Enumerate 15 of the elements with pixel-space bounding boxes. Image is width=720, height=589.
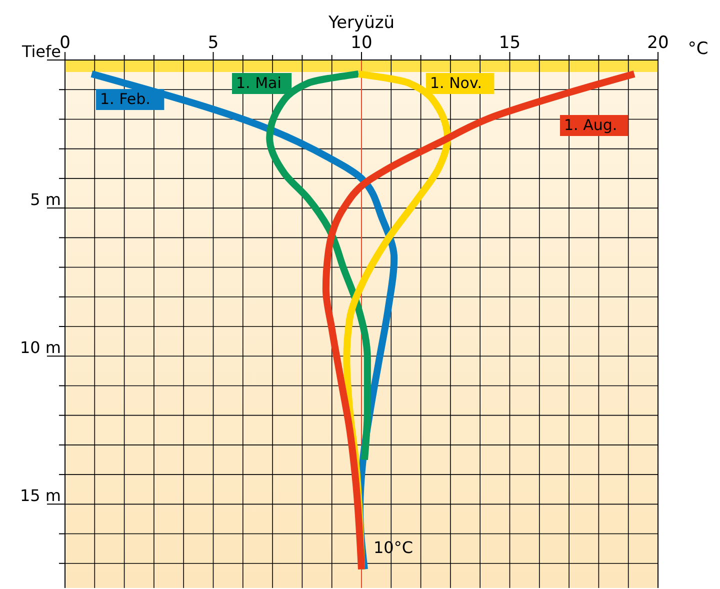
x-tick-label: 5 bbox=[208, 33, 219, 53]
x-tick-label: 15 bbox=[498, 33, 521, 53]
series-label: 1. Mai bbox=[236, 74, 282, 92]
series-label: 1. Aug. bbox=[564, 116, 618, 134]
x-axis-title: °C bbox=[688, 39, 708, 59]
x-tick-label: 0 bbox=[60, 33, 70, 53]
y-tick-label: 10 m bbox=[20, 338, 61, 358]
y-tick-label: 5 m bbox=[30, 190, 61, 210]
x-tick-label: 20 bbox=[647, 33, 669, 53]
y-tick-label: 15 m bbox=[20, 486, 61, 506]
series-label: 1. Feb. bbox=[100, 90, 150, 108]
x-tick-label: 10 bbox=[350, 33, 372, 53]
chart-title: Yeryüzü bbox=[327, 13, 395, 33]
y-tick-label: Tiefe bbox=[20, 42, 61, 61]
series-label: 1. Nov. bbox=[430, 74, 482, 92]
